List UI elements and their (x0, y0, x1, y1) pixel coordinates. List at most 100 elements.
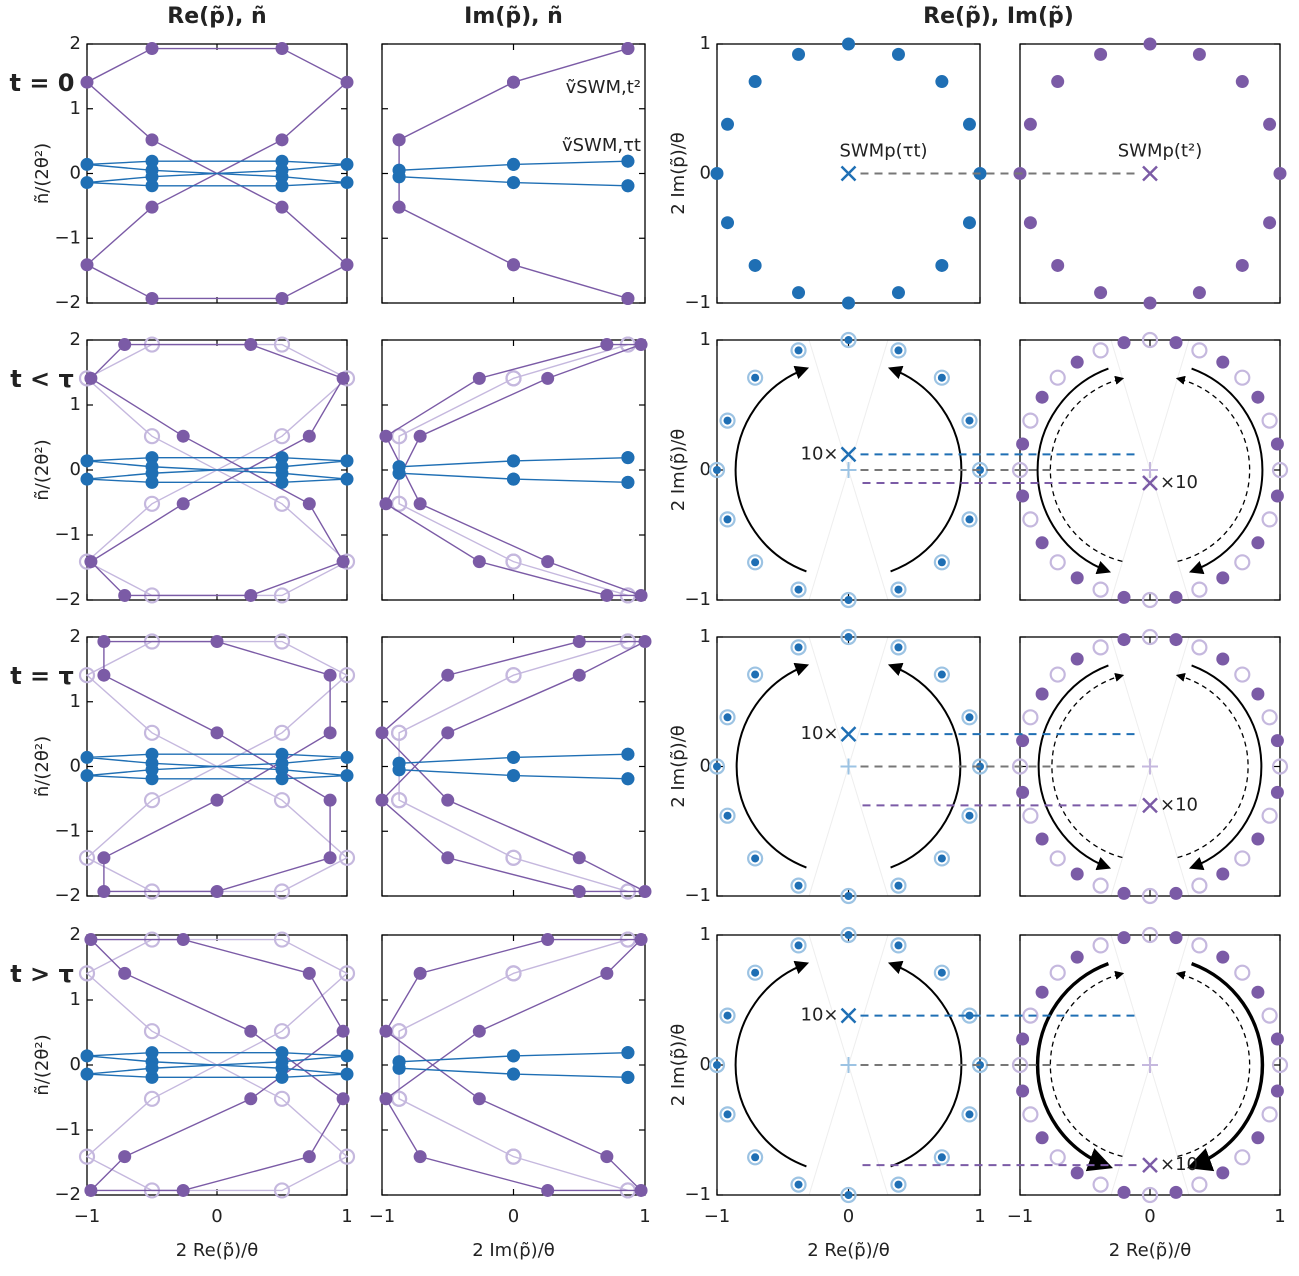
point (1270, 1032, 1284, 1046)
point-open (78, 849, 96, 866)
point-open (1271, 758, 1289, 775)
point (507, 454, 520, 468)
point (336, 371, 350, 385)
x-tick-label: 0 (843, 1206, 854, 1227)
point-open (1092, 581, 1109, 598)
point (1169, 633, 1183, 647)
plus-marker (1142, 1057, 1158, 1073)
point (507, 769, 520, 783)
point (275, 154, 289, 168)
rotation-arrow-dashed (1049, 375, 1125, 563)
point-open (1141, 1186, 1159, 1204)
point-open (338, 849, 356, 866)
point-open (790, 342, 807, 359)
point (375, 726, 389, 740)
point (1270, 734, 1284, 748)
point (1143, 296, 1157, 310)
point (891, 47, 905, 61)
point (794, 346, 803, 355)
y-tick-label: 1 (70, 98, 81, 119)
point (176, 497, 190, 511)
point (145, 451, 159, 465)
point (1016, 785, 1030, 799)
point (638, 884, 652, 898)
point (1070, 355, 1084, 369)
point (621, 42, 635, 56)
point-open (708, 1056, 726, 1074)
point (145, 475, 159, 489)
point (748, 258, 762, 272)
point (97, 668, 111, 682)
point (844, 596, 853, 604)
rotation-arrow (1035, 961, 1113, 1172)
point-open (719, 807, 736, 824)
y-tick-label: −1 (684, 1184, 711, 1205)
y-tick-label: 0 (70, 459, 81, 480)
point-open (1191, 342, 1208, 359)
point (80, 157, 94, 171)
point-open (1271, 461, 1289, 479)
point (621, 451, 635, 465)
point-open (747, 666, 764, 683)
point (621, 747, 635, 761)
cross-marker (1142, 165, 1158, 182)
point (1216, 652, 1230, 666)
point (792, 47, 806, 61)
point (1192, 286, 1206, 300)
point-open (1191, 877, 1208, 894)
point-open (273, 792, 291, 809)
point-open (273, 1090, 291, 1107)
point (1216, 867, 1230, 881)
point (1070, 867, 1084, 881)
point-open (273, 1182, 291, 1199)
point (962, 117, 976, 131)
series-line (385, 343, 642, 597)
y-axis-label: 2 Im(p̃)/θ (668, 1024, 689, 1107)
point (1216, 1166, 1230, 1180)
point (1051, 75, 1065, 89)
point-open (890, 639, 907, 656)
point-open (961, 511, 978, 528)
point (80, 258, 94, 272)
rotation-arrow-dashed (1175, 375, 1251, 563)
point (1016, 489, 1030, 503)
point (340, 1049, 354, 1063)
point-open (890, 877, 907, 894)
point (392, 163, 406, 177)
y-axis-label: 2 Im(p̃)/θ (668, 132, 689, 215)
point (118, 1150, 132, 1164)
row-label: t < τ (10, 365, 74, 393)
point (1235, 75, 1249, 89)
point-open (143, 1023, 161, 1040)
point (962, 216, 976, 230)
point (507, 157, 520, 171)
point (275, 1055, 289, 1069)
point (145, 133, 159, 147)
point (1216, 950, 1230, 964)
point (392, 460, 406, 474)
point (600, 338, 614, 352)
point (507, 750, 520, 764)
point (965, 515, 974, 524)
point (118, 966, 132, 980)
point-open (1022, 1007, 1039, 1024)
point (600, 588, 614, 602)
x-tick-label: −1 (74, 1206, 101, 1227)
point (1070, 950, 1084, 964)
point-open (933, 964, 950, 981)
point (541, 933, 555, 947)
point (965, 1110, 974, 1119)
point (80, 769, 94, 783)
point-open (1022, 807, 1039, 824)
y-tick-label: 0 (700, 163, 711, 184)
point (1192, 47, 1206, 61)
point (275, 1046, 289, 1060)
y-tick-label: 2 (70, 329, 81, 350)
point (210, 726, 224, 740)
point (1023, 117, 1037, 131)
point-open (840, 887, 857, 905)
point (713, 466, 721, 474)
point (1251, 985, 1265, 999)
series-line (398, 938, 629, 1192)
